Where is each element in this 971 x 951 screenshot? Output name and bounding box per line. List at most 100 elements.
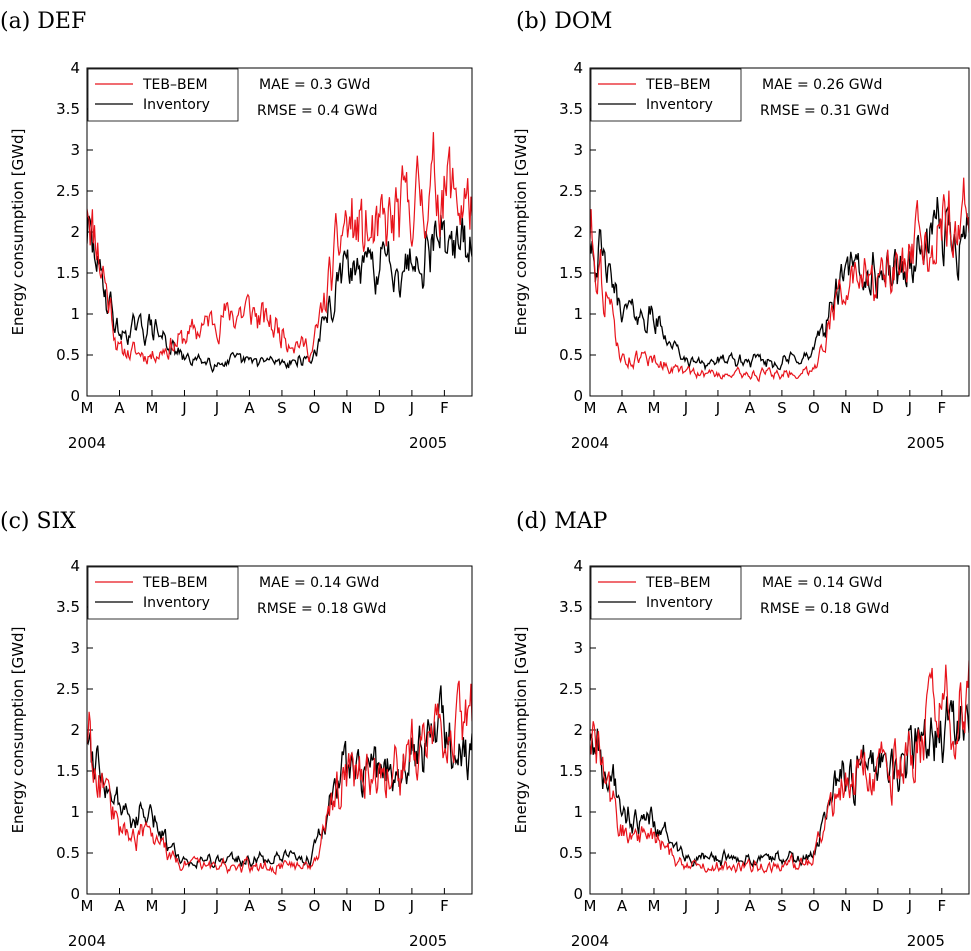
y-axis-label: Energy consumption [GWd]	[9, 627, 27, 834]
mae-text: MAE = 0.26 GWd	[762, 77, 882, 93]
x-tick-label: J	[214, 897, 219, 915]
y-tick-label: 3.5	[559, 598, 583, 616]
x-tick-label: N	[840, 897, 851, 915]
legend-label: Inventory	[646, 97, 713, 113]
y-tick-label: 1	[573, 803, 583, 821]
legend-label: Inventory	[143, 595, 210, 611]
x-tick-label: F	[937, 399, 946, 417]
x-tick-label: S	[777, 897, 787, 915]
x-tick-label: M	[81, 897, 94, 915]
year-label: 2004	[571, 932, 609, 950]
x-tick-label: J	[181, 399, 186, 417]
x-tick-label: A	[114, 897, 125, 915]
legend-box	[590, 68, 742, 122]
x-tick-label: N	[341, 897, 352, 915]
x-tick-label: A	[244, 399, 255, 417]
panel-title: (c) SIX	[0, 509, 76, 534]
x-tick-label: A	[745, 897, 756, 915]
y-tick-label: 1.5	[559, 762, 583, 780]
x-tick-label: J	[907, 399, 912, 417]
y-tick-label: 0.5	[56, 844, 80, 862]
x-tick-label: J	[715, 897, 720, 915]
y-tick-label: 0.5	[559, 346, 583, 364]
legend: TEB–BEM Inventory	[87, 566, 239, 620]
y-tick-label: 0	[573, 885, 583, 903]
y-tick-label: 1.5	[559, 264, 583, 282]
x-tick-label: A	[617, 399, 628, 417]
legend-label: TEB–BEM	[142, 77, 208, 93]
y-tick-label: 2	[70, 223, 80, 241]
y-tick-label: 4	[573, 557, 583, 575]
y-tick-label: 0	[573, 387, 583, 405]
x-tick-label: O	[808, 399, 820, 417]
teb-bem-series-line	[87, 680, 472, 876]
y-tick-label: 4	[70, 557, 80, 575]
plot-frame	[86, 67, 473, 397]
legend: TEB–BEM Inventory	[590, 68, 742, 122]
y-tick-label: 2.5	[559, 680, 583, 698]
year-label: 2005	[409, 434, 447, 452]
y-tick-label: 4	[70, 59, 80, 77]
x-tick-label: S	[777, 399, 787, 417]
inventory-series-line	[590, 196, 969, 371]
year-label: 2005	[409, 932, 447, 950]
x-tick-label: S	[277, 897, 287, 915]
y-tick-label: 2.5	[56, 680, 80, 698]
x-tick-label: D	[374, 897, 386, 915]
y-tick-label: 0.5	[559, 844, 583, 862]
x-tick-label: D	[374, 399, 386, 417]
chart-panel-3: (c) SIX 0 0.5 1 1.5 2 2.5 3 3.5 4 Energy consumpti…	[0, 509, 473, 950]
y-tick-label: 1	[70, 803, 80, 821]
legend: TEB–BEM Inventory	[590, 566, 742, 620]
y-tick-label: 2	[573, 223, 583, 241]
year-label: 2004	[68, 434, 106, 452]
rmse-text: RMSE = 0.31 GWd	[760, 103, 889, 119]
x-tick-label: M	[584, 897, 597, 915]
legend-label: TEB–BEM	[645, 77, 711, 93]
x-tick-label: S	[277, 399, 287, 417]
x-tick-label: A	[617, 897, 628, 915]
inventory-series-line	[87, 685, 472, 870]
plot-frame	[589, 565, 970, 895]
x-tick-label: J	[181, 897, 186, 915]
legend-label: Inventory	[646, 595, 713, 611]
x-tick-label: J	[214, 399, 219, 417]
legend-box	[87, 566, 239, 620]
x-tick-label: F	[937, 897, 946, 915]
y-axis-label: Energy consumption [GWd]	[9, 129, 27, 336]
legend: TEB–BEM Inventory	[87, 68, 239, 122]
y-axis-label: Energy consumption [GWd]	[512, 627, 530, 834]
y-tick-label: 3	[573, 141, 583, 159]
y-tick-label: 2	[70, 721, 80, 739]
rmse-text: RMSE = 0.4 GWd	[257, 103, 377, 119]
x-tick-label: O	[309, 897, 321, 915]
x-tick-label: A	[244, 897, 255, 915]
x-tick-label: A	[745, 399, 756, 417]
chart-panel-4: (d) MAP 0 0.5 1 1.5 2 2.5 3 3.5 4 Energy consumpti…	[512, 509, 970, 950]
rmse-text: RMSE = 0.18 GWd	[257, 601, 386, 617]
y-tick-label: 1	[573, 305, 583, 323]
x-tick-label: O	[808, 897, 820, 915]
mae-text: MAE = 0.14 GWd	[762, 575, 882, 591]
mae-text: MAE = 0.3 GWd	[259, 77, 370, 93]
y-tick-label: 3.5	[56, 598, 80, 616]
plot-frame	[86, 565, 473, 895]
y-tick-label: 0	[70, 387, 80, 405]
x-tick-label: M	[584, 399, 597, 417]
x-tick-label: M	[146, 399, 159, 417]
x-tick-label: D	[872, 399, 884, 417]
y-tick-label: 3	[70, 639, 80, 657]
inventory-series-line	[590, 696, 969, 869]
plot-frame	[589, 67, 970, 397]
x-tick-label: M	[647, 399, 660, 417]
x-tick-label: F	[440, 897, 449, 915]
x-tick-label: J	[715, 399, 720, 417]
x-tick-label: N	[341, 399, 352, 417]
mae-text: MAE = 0.14 GWd	[259, 575, 379, 591]
teb-bem-series-line	[590, 177, 969, 383]
x-tick-label: F	[440, 399, 449, 417]
y-tick-label: 1.5	[56, 762, 80, 780]
year-label: 2005	[907, 932, 945, 950]
legend-label: Inventory	[143, 97, 210, 113]
x-tick-label: N	[840, 399, 851, 417]
